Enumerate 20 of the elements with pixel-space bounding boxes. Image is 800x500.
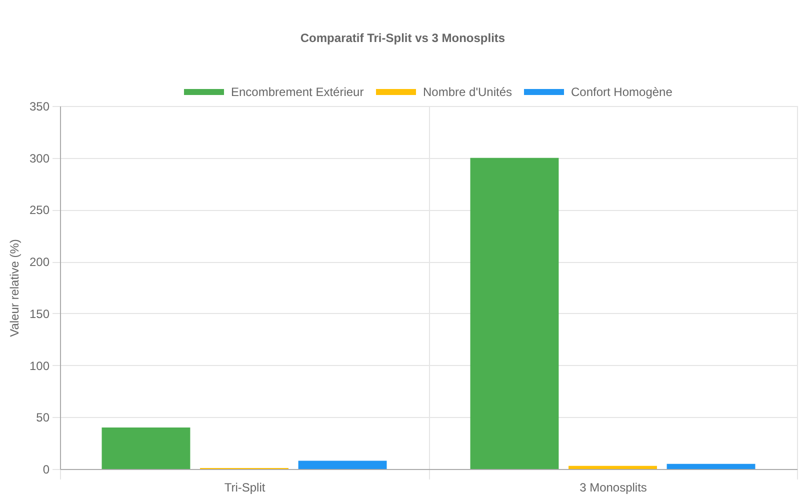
legend-label: Nombre d'Unités [423,85,512,99]
x-tick-label: 3 Monosplits [580,480,647,494]
y-axis-title: Valeur relative (%) [7,239,22,337]
bar [102,428,190,469]
legend-label: Encombrement Extérieur [231,85,364,99]
y-tick-label: 300 [29,151,50,166]
bar [298,460,387,469]
y-tick-label: 350 [29,100,50,114]
y-tick-label: 200 [29,255,50,270]
chart-title: Comparatif Tri-Split vs 3 Monosplits [300,31,506,45]
y-tick-label: 0 [42,462,50,476]
bar [568,466,657,469]
bar [470,158,559,469]
y-tick-label: 50 [36,410,50,425]
y-tick-label: 250 [29,203,50,218]
x-tick-label: Tri-Split [224,480,266,494]
legend-label: Confort Homogène [571,85,673,99]
y-tick-label: 150 [29,306,50,321]
bar [666,464,756,469]
y-tick-label: 100 [29,358,50,373]
